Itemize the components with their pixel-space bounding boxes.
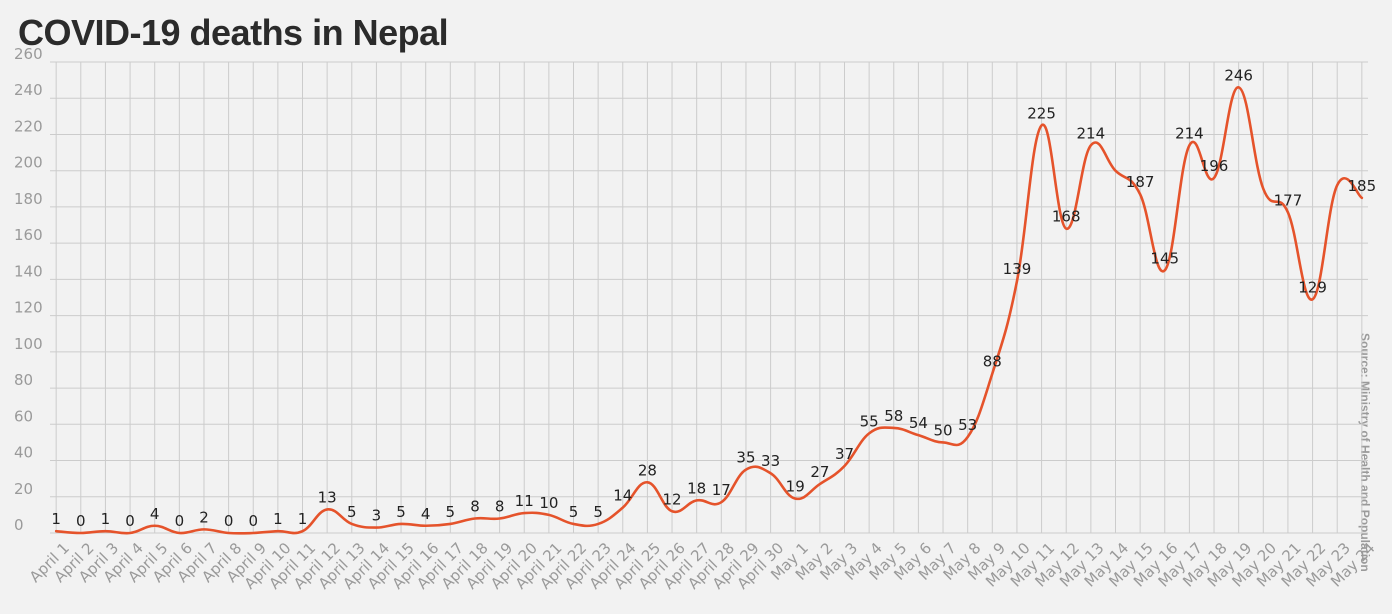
data-label: 0 — [224, 512, 234, 530]
data-label: 0 — [76, 512, 86, 530]
y-tick-label: 240 — [14, 81, 43, 99]
data-label: 14 — [613, 487, 632, 505]
y-tick-label: 180 — [14, 190, 43, 208]
data-label: 3 — [372, 507, 382, 525]
chart-title: COVID-19 deaths in Nepal — [18, 12, 449, 53]
data-label: 0 — [125, 512, 135, 530]
data-label: 8 — [495, 498, 505, 516]
data-label: 2 — [199, 508, 209, 526]
y-tick-label: 140 — [14, 262, 43, 280]
data-label: 246 — [1224, 66, 1253, 84]
data-label: 129 — [1298, 278, 1327, 296]
data-label: 214 — [1077, 124, 1106, 142]
data-label: 4 — [421, 505, 431, 523]
data-label: 12 — [662, 490, 681, 508]
data-label: 139 — [1003, 260, 1032, 278]
y-tick-label: 160 — [14, 226, 43, 244]
data-label: 185 — [1348, 177, 1377, 195]
data-label: 1 — [273, 510, 283, 528]
data-label: 225 — [1027, 104, 1056, 122]
data-label: 54 — [909, 414, 928, 432]
data-label: 10 — [539, 494, 558, 512]
data-label: 1 — [101, 510, 111, 528]
data-label: 11 — [515, 492, 534, 510]
data-label: 8 — [470, 498, 480, 516]
y-tick-label: 100 — [14, 335, 43, 353]
data-label: 1 — [51, 510, 61, 528]
data-label: 5 — [593, 503, 603, 521]
y-tick-label: 20 — [14, 480, 33, 498]
data-label: 55 — [860, 412, 879, 430]
data-label: 17 — [712, 481, 731, 499]
data-label: 35 — [736, 449, 755, 467]
data-label: 5 — [347, 503, 357, 521]
data-label: 27 — [810, 463, 829, 481]
data-label: 196 — [1200, 157, 1229, 175]
y-tick-label: 200 — [14, 154, 43, 172]
data-label: 50 — [933, 421, 952, 439]
data-label: 53 — [958, 416, 977, 434]
data-label: 187 — [1126, 173, 1155, 191]
data-label: 0 — [248, 512, 258, 530]
y-tick-label: 60 — [14, 407, 33, 425]
y-tick-label: 0 — [14, 516, 24, 534]
y-tick-label: 220 — [14, 117, 43, 135]
y-tick-label: 260 — [14, 45, 43, 63]
series-line — [54, 86, 1364, 535]
data-label: 18 — [687, 479, 706, 497]
data-label: 5 — [396, 503, 406, 521]
data-label: 88 — [983, 353, 1002, 371]
data-label: 58 — [884, 407, 903, 425]
data-label: 4 — [150, 505, 160, 523]
data-label: 13 — [318, 488, 337, 506]
data-label: 37 — [835, 445, 854, 463]
y-tick-label: 120 — [14, 299, 43, 317]
y-tick-label: 40 — [14, 444, 33, 462]
data-label: 33 — [761, 452, 780, 470]
data-label: 5 — [569, 503, 579, 521]
data-label: 1 — [298, 510, 308, 528]
data-label: 214 — [1175, 124, 1204, 142]
data-label: 28 — [638, 461, 657, 479]
data-label: 145 — [1150, 249, 1179, 267]
data-label: 168 — [1052, 208, 1081, 226]
data-label: 177 — [1274, 191, 1303, 209]
y-tick-label: 80 — [14, 371, 33, 389]
data-label: 0 — [175, 512, 185, 530]
data-label: 19 — [786, 478, 805, 496]
data-label: 5 — [446, 503, 456, 521]
y-axis-ticks: 0 20 40 60 80 100 120 140 160 180 200 220 240 260 — [14, 45, 43, 534]
gridlines — [50, 61, 1368, 534]
